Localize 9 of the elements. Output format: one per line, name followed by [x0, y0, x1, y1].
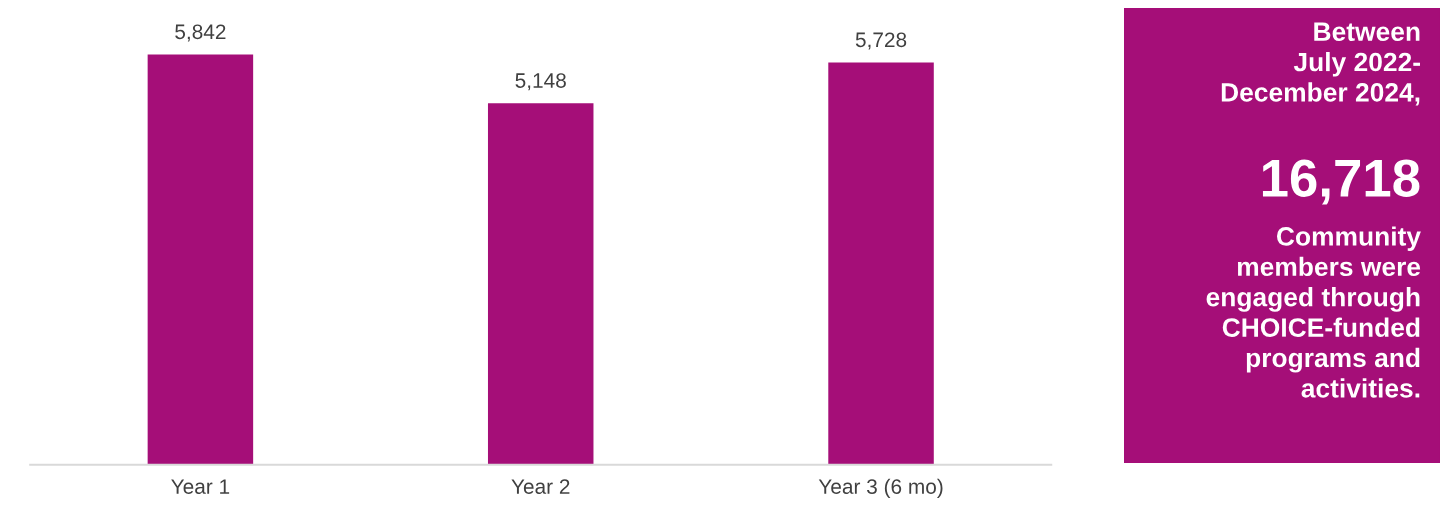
- data-label: 5,148: [515, 73, 566, 91]
- text: Community members were engaged through CHOICE-funded programs and activities.: [1206, 226, 1421, 398]
- text: Between July 2022- December 2024,: [1221, 22, 1420, 106]
- data-label: 5,842: [175, 24, 226, 42]
- data-label: 5,728: [855, 32, 907, 50]
- x-tick-label: Year 1: [171, 479, 230, 494]
- text: 16,718: [1262, 159, 1420, 205]
- x-tick-label: Year 3 (6 mo): [818, 478, 943, 499]
- x-tick-label: Year 2: [511, 479, 570, 494]
